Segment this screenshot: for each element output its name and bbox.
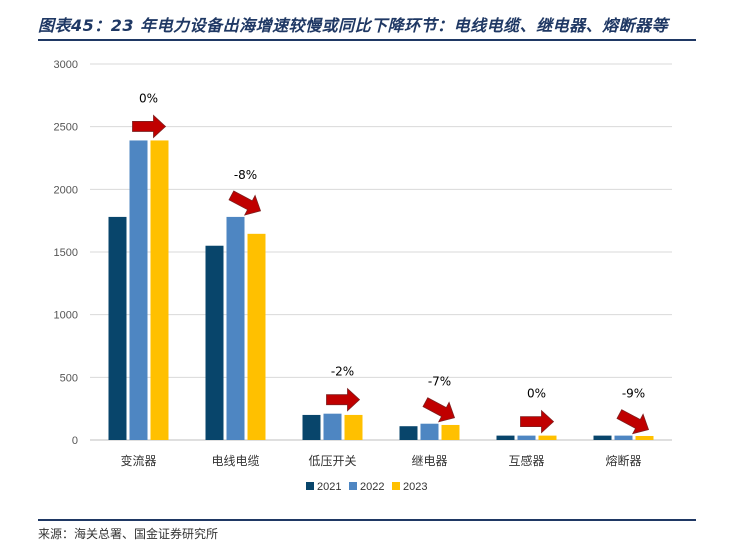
title-underline [38,39,696,41]
legend-label: 2023 [403,481,427,493]
legend-swatch-2022 [349,482,357,490]
bar-2022 [226,216,245,440]
growth-label: 0% [139,91,158,105]
bar-2023 [441,424,460,440]
chart-title: 图表45：23 年电力设备出海增速较慢或同比下降环节：电线电缆、继电器、熔断器等 [38,16,669,35]
growth-label: 0% [527,387,546,401]
growth-label: -2% [331,365,354,379]
legend-swatch-2021 [306,482,314,490]
bar-2023 [150,140,169,440]
bar-2022 [517,435,536,440]
legend-label: 2021 [317,481,341,493]
source-note: 来源：海关总署、国金证券研究所 [38,527,219,541]
arrow-right-icon [132,114,167,139]
y-tick-label: 2000 [54,184,78,196]
bar-2023 [344,414,363,440]
bar-2022 [614,435,633,440]
legend-label: 2022 [360,481,384,493]
footer-divider [38,519,696,521]
arrow-down-right-icon [228,190,262,216]
bar-2023 [635,435,654,440]
x-category-label: 继电器 [411,454,447,468]
growth-label: -9% [622,387,645,401]
bar-2022 [323,413,342,440]
y-tick-label: 1500 [54,247,78,259]
bar-2021 [496,435,515,440]
arrow-down-right-icon [616,409,650,435]
bar-2022 [420,423,439,440]
arrow-down-right-icon [422,397,456,423]
arrow-right-icon [520,409,555,434]
x-category-label: 电线电缆 [211,454,259,468]
x-category-label: 低压开关 [308,454,356,468]
x-category-label: 互感器 [508,453,544,468]
bar-2021 [593,435,612,440]
growth-label: -8% [234,168,257,182]
y-tick-label: 500 [60,372,78,384]
bar-2021 [399,426,418,440]
bar-2023 [538,435,557,440]
y-tick-label: 3000 [54,59,78,71]
bar-2021 [302,414,321,440]
y-tick-label: 2500 [54,122,78,134]
x-category-label: 变流器 [120,453,156,468]
y-tick-label: 1000 [54,310,78,322]
x-category-label: 熔断器 [605,453,641,468]
growth-label: -7% [428,375,451,389]
bar-2023 [247,233,266,440]
arrow-right-icon [326,387,361,412]
legend-swatch-2023 [392,482,400,490]
bar-2021 [205,245,224,440]
y-tick-label: 0 [72,435,78,447]
bar-2021 [108,216,127,440]
bar-2022 [129,140,148,440]
